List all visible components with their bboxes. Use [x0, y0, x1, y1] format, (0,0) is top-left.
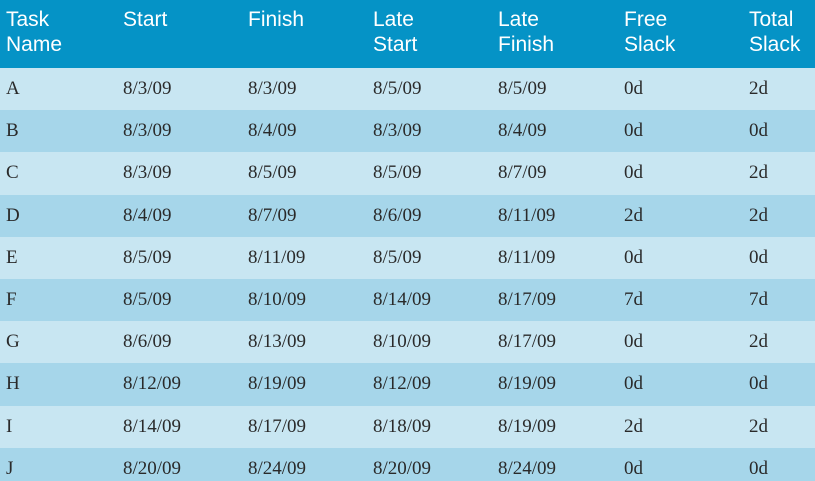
total-slack-cell: 2d: [749, 415, 768, 437]
table-row: I 8/14/09 8/17/09 8/18/09 8/19/09 2d 2d: [0, 405, 815, 448]
header-start: Start: [123, 8, 168, 31]
free-slack-cell: 0d: [624, 162, 643, 184]
table-row: F 8/5/09 8/10/09 8/14/09 8/17/09 7d 7d: [0, 278, 815, 322]
task-name-cell: G: [6, 331, 20, 353]
finish-cell: 8/11/09: [248, 246, 306, 268]
task-name-cell: C: [6, 162, 19, 184]
free-slack-cell: 2d: [624, 415, 643, 437]
table-row: C 8/3/09 8/5/09 8/5/09 8/7/09 0d 2d: [0, 152, 815, 195]
late-start-cell: 8/6/09: [373, 204, 422, 226]
finish-cell: 8/19/09: [248, 373, 307, 395]
free-slack-cell: 0d: [624, 457, 643, 479]
late-finish-cell: 8/7/09: [498, 162, 547, 184]
table-row: A 8/3/09 8/3/09 8/5/09 8/5/09 0d 2d: [0, 68, 815, 111]
header-late-finish: Late Finish: [498, 8, 555, 56]
finish-cell: 8/24/09: [248, 457, 307, 479]
late-finish-cell: 8/11/09: [498, 246, 556, 268]
finish-cell: 8/3/09: [248, 78, 297, 100]
start-cell: 8/3/09: [123, 162, 172, 184]
late-finish-cell: 8/24/09: [498, 457, 557, 479]
start-cell: 8/4/09: [123, 204, 172, 226]
total-slack-cell: 0d: [749, 246, 768, 268]
task-name-cell: B: [6, 120, 19, 142]
table-row: J 8/20/09 8/24/09 8/20/09 8/24/09 0d 0d: [0, 447, 815, 481]
finish-cell: 8/4/09: [248, 120, 297, 142]
late-start-cell: 8/5/09: [373, 162, 422, 184]
finish-cell: 8/13/09: [248, 331, 307, 353]
total-slack-cell: 0d: [749, 457, 768, 479]
free-slack-cell: 0d: [624, 373, 643, 395]
task-name-cell: A: [6, 78, 20, 100]
late-start-cell: 8/10/09: [373, 331, 432, 353]
table-row: B 8/3/09 8/4/09 8/3/09 8/4/09 0d 0d: [0, 110, 815, 153]
header-free-slack: Free Slack: [624, 8, 676, 56]
late-start-cell: 8/5/09: [373, 246, 422, 268]
late-finish-cell: 8/5/09: [498, 78, 547, 100]
total-slack-cell: 0d: [749, 373, 768, 395]
free-slack-cell: 7d: [624, 289, 643, 311]
total-slack-cell: 7d: [749, 289, 768, 311]
start-cell: 8/14/09: [123, 415, 182, 437]
late-start-cell: 8/14/09: [373, 289, 432, 311]
start-cell: 8/5/09: [123, 289, 172, 311]
free-slack-cell: 2d: [624, 204, 643, 226]
table-row: G 8/6/09 8/13/09 8/10/09 8/17/09 0d 2d: [0, 321, 815, 364]
header-total-slack: Total Slack: [749, 8, 801, 56]
start-cell: 8/12/09: [123, 373, 182, 395]
start-cell: 8/20/09: [123, 457, 182, 479]
task-name-cell: I: [6, 415, 13, 437]
free-slack-cell: 0d: [624, 331, 643, 353]
table-row: E 8/5/09 8/11/09 8/5/09 8/11/09 0d 0d: [0, 236, 815, 279]
free-slack-cell: 0d: [624, 246, 643, 268]
finish-cell: 8/5/09: [248, 162, 297, 184]
late-start-cell: 8/20/09: [373, 457, 432, 479]
finish-cell: 8/17/09: [248, 415, 307, 437]
start-cell: 8/5/09: [123, 246, 172, 268]
late-start-cell: 8/12/09: [373, 373, 432, 395]
late-finish-cell: 8/11/09: [498, 204, 556, 226]
late-start-cell: 8/5/09: [373, 78, 422, 100]
table-body: A 8/3/09 8/3/09 8/5/09 8/5/09 0d 2d B 8/3/09 8/4/…: [0, 68, 815, 481]
start-cell: 8/3/09: [123, 120, 172, 142]
start-cell: 8/3/09: [123, 78, 172, 100]
task-name-cell: J: [6, 457, 14, 479]
late-finish-cell: 8/19/09: [498, 415, 557, 437]
table-header: Task Name Start Finish Late Start Late F…: [0, 0, 815, 68]
total-slack-cell: 2d: [749, 78, 768, 100]
late-finish-cell: 8/17/09: [498, 289, 557, 311]
total-slack-cell: 0d: [749, 120, 768, 142]
task-name-cell: D: [6, 204, 20, 226]
total-slack-cell: 2d: [749, 204, 768, 226]
free-slack-cell: 0d: [624, 120, 643, 142]
header-late-start: Late Start: [373, 8, 418, 56]
table-row: H 8/12/09 8/19/09 8/12/09 8/19/09 0d 0d: [0, 363, 815, 406]
task-name-cell: E: [6, 246, 18, 268]
total-slack-cell: 2d: [749, 331, 768, 353]
finish-cell: 8/7/09: [248, 204, 297, 226]
late-start-cell: 8/18/09: [373, 415, 432, 437]
header-finish: Finish: [248, 8, 305, 31]
late-finish-cell: 8/19/09: [498, 373, 557, 395]
free-slack-cell: 0d: [624, 78, 643, 100]
late-start-cell: 8/3/09: [373, 120, 422, 142]
table-row: D 8/4/09 8/7/09 8/6/09 8/11/09 2d 2d: [0, 194, 815, 237]
start-cell: 8/6/09: [123, 331, 172, 353]
late-finish-cell: 8/4/09: [498, 120, 547, 142]
task-name-cell: H: [6, 373, 20, 395]
total-slack-cell: 2d: [749, 162, 768, 184]
late-finish-cell: 8/17/09: [498, 331, 557, 353]
finish-cell: 8/10/09: [248, 289, 307, 311]
header-task-name: Task Name: [6, 8, 63, 56]
task-name-cell: F: [6, 289, 17, 311]
